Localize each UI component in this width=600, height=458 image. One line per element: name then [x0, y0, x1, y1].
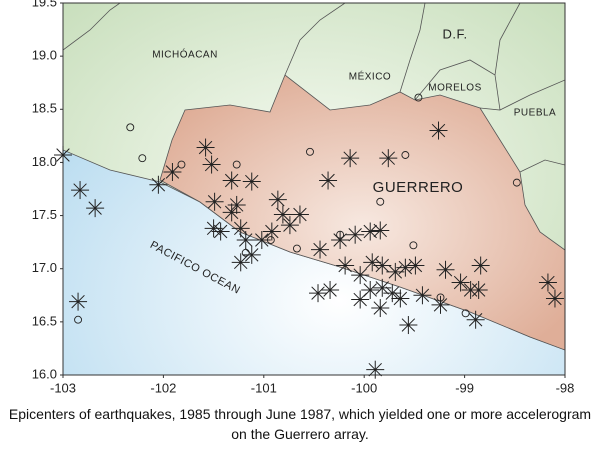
- epicenter-marker: [252, 231, 271, 250]
- epicenter-marker: [436, 260, 455, 279]
- y-tick-label: 19.0: [32, 48, 57, 63]
- map-background: [63, 3, 565, 375]
- station-marker: [306, 147, 314, 156]
- epicenter-marker: [361, 222, 380, 241]
- epicenter-marker: [383, 284, 402, 303]
- station-marker: [232, 160, 241, 169]
- epicenter-marker: [205, 192, 224, 211]
- y-tick-label: 19.5: [32, 0, 57, 9]
- epicenter-marker: [341, 149, 360, 168]
- station-marker: [138, 154, 147, 163]
- y-tick-label: 16.0: [32, 366, 57, 381]
- epicenter-marker: [268, 190, 287, 209]
- y-tick-label: 18.0: [32, 154, 57, 169]
- epicenter-marker: [262, 222, 281, 241]
- x-tick-label: -101: [251, 380, 277, 395]
- epicenter-marker: [391, 289, 410, 308]
- region-label: MÉXICO: [349, 70, 391, 83]
- epicenter-marker: [242, 172, 261, 191]
- epicenter-marker: [227, 195, 246, 214]
- epicenter-marker: [363, 253, 382, 272]
- epicenter-marker: [379, 149, 398, 168]
- epicenter-marker: [86, 199, 105, 218]
- epicenter-marker: [371, 221, 390, 240]
- region-label: GUERRERO: [373, 179, 464, 196]
- station-marker: [414, 93, 423, 102]
- station-marker: [74, 315, 83, 324]
- epicenter-marker: [346, 225, 365, 244]
- epicenter-marker: [469, 280, 488, 299]
- epicenter-marker: [366, 360, 385, 379]
- x-tick-label: -103: [50, 380, 76, 395]
- x-tick-label: -99: [455, 380, 474, 395]
- epicenter-marker: [71, 181, 90, 200]
- station-marker: [461, 309, 470, 318]
- epicenter-marker: [222, 171, 241, 190]
- epicenter-marker: [242, 245, 261, 264]
- epicenter-marker: [163, 162, 182, 181]
- epicenter-marker: [466, 310, 485, 329]
- station-marker: [177, 160, 186, 169]
- station-marker: [376, 197, 385, 206]
- epicenter-marker: [69, 292, 88, 311]
- x-tick-label: -98: [556, 380, 575, 395]
- epicenter-marker: [321, 280, 340, 299]
- epicenter-marker: [319, 171, 338, 190]
- epicenter-marker: [311, 240, 330, 259]
- y-tick-label: 17.0: [32, 260, 57, 275]
- epicenter-marker: [280, 216, 299, 235]
- epicenter-marker: [231, 253, 250, 272]
- region-label: D.F.: [442, 26, 467, 41]
- epicenter-marker: [290, 205, 309, 224]
- y-tick-label: 16.5: [32, 313, 57, 328]
- station-marker: [241, 248, 250, 257]
- epicenter-marker: [373, 278, 392, 297]
- station-marker: [512, 178, 521, 187]
- epicenter-marker: [336, 256, 355, 275]
- epicenter-marker: [471, 256, 490, 275]
- station-marker: [336, 230, 345, 239]
- epicenter-marker: [204, 219, 223, 238]
- y-tick-label: 17.5: [32, 207, 57, 222]
- epicenter-marker: [196, 138, 215, 157]
- station-marker: [436, 293, 445, 302]
- epicenter-marker: [361, 280, 380, 299]
- region-label: MICHÓACAN: [152, 48, 218, 61]
- plot-frame: [62, 2, 566, 376]
- station-marker: [266, 236, 275, 244]
- epicenter-marker: [54, 145, 72, 164]
- epicenter-marker: [406, 256, 425, 275]
- caption: Epicenters of earthquakes, 1985 through …: [8, 406, 592, 442]
- x-tick-label: -102: [150, 380, 176, 395]
- station-marker: [409, 241, 418, 250]
- epicenter-marker: [211, 222, 230, 241]
- epicenter-marker: [202, 155, 221, 174]
- epicenter-marker: [429, 121, 448, 140]
- region-label: MORELOS: [428, 83, 482, 94]
- epicenter-marker: [413, 286, 432, 305]
- region-label: PUEBLA: [514, 108, 556, 119]
- epicenter-marker: [399, 316, 418, 335]
- epicenter-marker: [373, 256, 392, 275]
- epicenter-marker: [431, 295, 450, 314]
- epicenter-marker: [222, 203, 241, 222]
- epicenter-marker: [451, 273, 470, 292]
- epicenter-marker: [273, 205, 292, 224]
- x-tick-label: -100: [351, 380, 377, 395]
- epicenter-marker: [309, 284, 328, 303]
- epicenter-marker: [538, 273, 557, 292]
- epicenter-marker: [331, 231, 350, 250]
- epicenter-marker: [545, 289, 564, 308]
- station-marker: [126, 123, 135, 132]
- y-tick-label: 18.5: [32, 101, 57, 116]
- epicenter-marker: [149, 175, 168, 194]
- epicenter-marker: [236, 231, 255, 250]
- station-marker: [292, 244, 301, 253]
- epicenter-marker: [371, 299, 390, 318]
- epicenter-marker: [351, 266, 370, 285]
- station-marker: [401, 151, 410, 159]
